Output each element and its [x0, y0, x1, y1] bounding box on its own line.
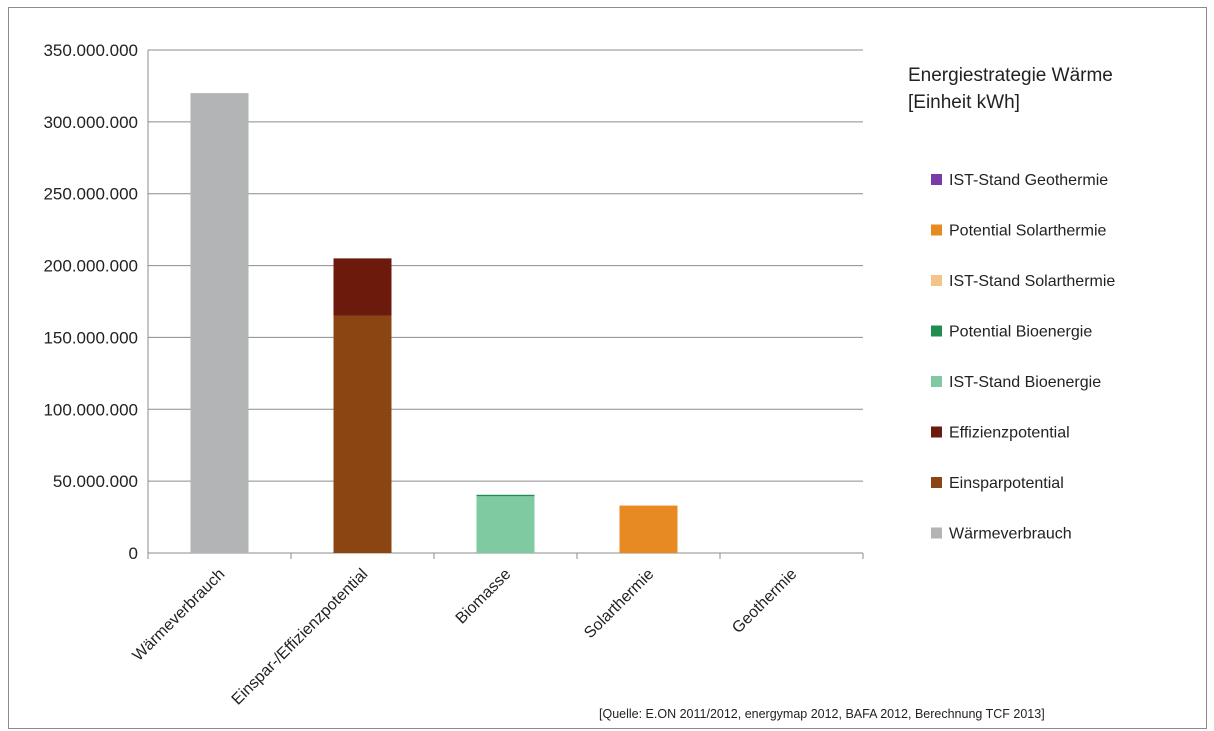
- x-category-label: Biomasse: [453, 566, 515, 628]
- legend-label: IST-Stand Bioenergie: [949, 374, 1101, 391]
- source-note: [Quelle: E.ON 2011/2012, energymap 2012,…: [599, 707, 1045, 721]
- legend-label: IST-Stand Geothermie: [949, 172, 1108, 189]
- legend-title: Energiestrategie Wärme: [908, 65, 1113, 86]
- bar-segment: [619, 505, 678, 553]
- y-tick-label: 150.000.000: [43, 328, 138, 347]
- legend-label: Effizienzpotential: [949, 425, 1070, 442]
- legend-label: Potential Solarthermie: [949, 223, 1107, 240]
- y-tick-label: 300.000.000: [43, 113, 138, 132]
- legend-swatch: [931, 477, 942, 488]
- bar-segment: [190, 93, 249, 553]
- y-tick-label: 100.000.000: [43, 400, 138, 419]
- chart-frame: 0 50.000.000 100.000.000 150.000.000 200.000…: [8, 7, 1207, 729]
- x-category-label: Einspar-/Effizienzpotential: [229, 566, 372, 709]
- bar-segment: [476, 494, 535, 497]
- y-tick-label: 250.000.000: [43, 185, 138, 204]
- y-tick-label: 350.000.000: [43, 41, 138, 60]
- legend-swatch: [931, 426, 942, 438]
- legend-swatch: [931, 376, 942, 387]
- bar-segment: [333, 258, 392, 316]
- legend-label: IST-Stand Solarthermie: [949, 273, 1115, 290]
- legend-swatch: [931, 174, 942, 185]
- legend-label: Einsparpotential: [949, 475, 1064, 492]
- bar-segment: [333, 315, 392, 553]
- legend-swatch: [931, 325, 942, 337]
- y-tick-label: 200.000.000: [43, 257, 138, 276]
- chart-svg: 0 50.000.000 100.000.000 150.000.000 200.000…: [43, 41, 1115, 721]
- x-category-label: Solarthermie: [581, 566, 657, 642]
- legend-label: Potential Bioenergie: [949, 324, 1092, 341]
- y-tick-label: 50.000.000: [53, 472, 138, 491]
- legend-swatch: [931, 527, 942, 539]
- x-category-label: Wärmeverbrauch: [130, 566, 229, 665]
- bar-segment: [476, 496, 535, 553]
- legend-label: Wärmeverbrauch: [949, 526, 1072, 543]
- x-category-label: Geothermie: [729, 566, 800, 637]
- y-tick-label: 0: [129, 544, 138, 563]
- legend-title: [Einheit kWh]: [908, 92, 1020, 113]
- legend-swatch: [931, 224, 942, 236]
- legend-swatch: [931, 275, 942, 286]
